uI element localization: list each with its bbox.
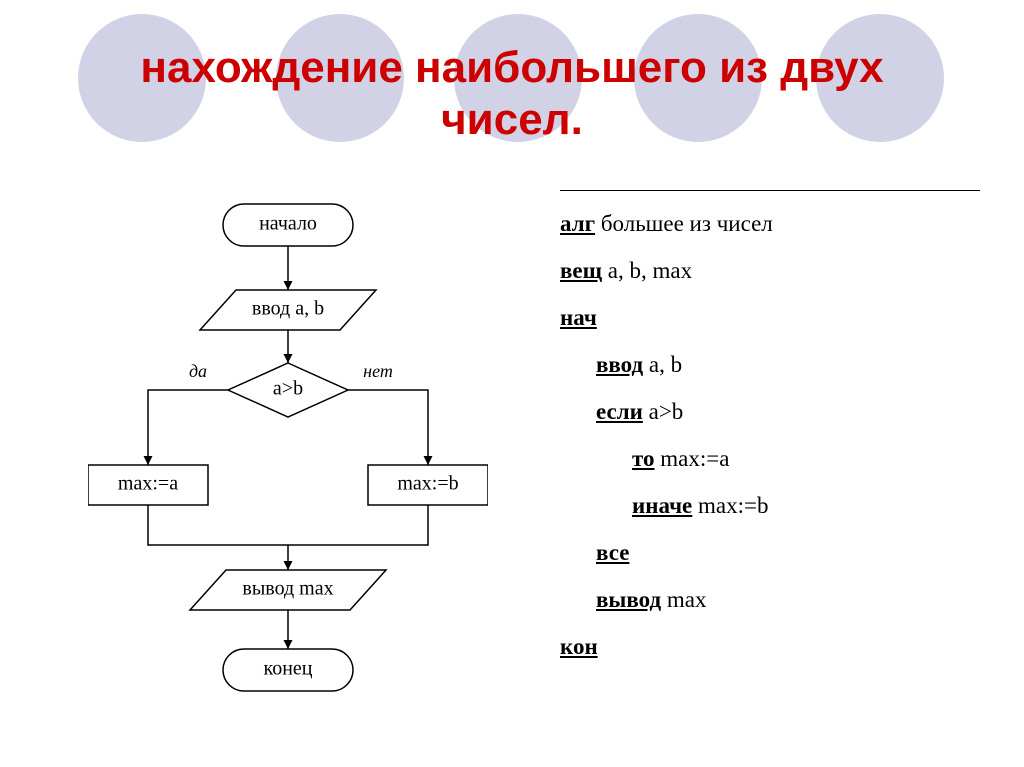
code-text: max:=a bbox=[655, 446, 730, 471]
flow-label: вывод max bbox=[242, 578, 333, 600]
flow-edge bbox=[148, 505, 288, 545]
pseudocode: алг большее из чиселвещ a, b, maxначввод… bbox=[560, 200, 980, 670]
code-text: max:=b bbox=[692, 493, 768, 518]
code-line: ввод a, b bbox=[560, 341, 980, 388]
code-keyword: ввод bbox=[596, 352, 643, 377]
code-keyword: вещ bbox=[560, 258, 602, 283]
flow-label: начало bbox=[259, 213, 317, 235]
code-line: вывод max bbox=[560, 576, 980, 623]
flow-label: ввод a, b bbox=[252, 298, 324, 320]
flow-edge bbox=[148, 390, 228, 465]
code-line: иначе max:=b bbox=[560, 482, 980, 529]
flowchart: начало ввод a, b a>b max:=a max:=b вывод max к… bbox=[88, 195, 488, 715]
flow-label: max:=b bbox=[397, 473, 458, 495]
code-text: max bbox=[661, 587, 706, 612]
code-keyword: то bbox=[632, 446, 655, 471]
page-title: нахождение наибольшего из двух чисел. bbox=[0, 42, 1024, 146]
code-keyword: нач bbox=[560, 305, 597, 330]
flow-label: max:=a bbox=[118, 473, 178, 495]
flow-edge bbox=[348, 390, 428, 465]
code-line: вещ a, b, max bbox=[560, 247, 980, 294]
code-line: нач bbox=[560, 294, 980, 341]
code-keyword: вывод bbox=[596, 587, 661, 612]
code-line: все bbox=[560, 529, 980, 576]
code-text: a>b bbox=[643, 399, 683, 424]
flow-label: нет bbox=[363, 361, 393, 381]
code-line: алг большее из чисел bbox=[560, 200, 980, 247]
code-keyword: иначе bbox=[632, 493, 692, 518]
code-keyword: все bbox=[596, 540, 629, 565]
code-keyword: если bbox=[596, 399, 643, 424]
flow-label: a>b bbox=[273, 378, 303, 400]
code-top-rule bbox=[560, 190, 980, 191]
code-text: a, b bbox=[643, 352, 682, 377]
flow-label: да bbox=[189, 361, 207, 381]
title-line2: чисел. bbox=[0, 94, 1024, 146]
code-line: если a>b bbox=[560, 388, 980, 435]
code-keyword: кон bbox=[560, 634, 598, 659]
flow-label: конец bbox=[264, 658, 313, 680]
title-line1: нахождение наибольшего из двух bbox=[0, 42, 1024, 94]
code-text: a, b, max bbox=[602, 258, 692, 283]
flowchart-svg: начало ввод a, b a>b max:=a max:=b вывод max к… bbox=[88, 195, 488, 715]
code-keyword: алг bbox=[560, 211, 595, 236]
flow-edge bbox=[288, 505, 428, 545]
code-line: то max:=a bbox=[560, 435, 980, 482]
code-text: большее из чисел bbox=[595, 211, 773, 236]
code-line: кон bbox=[560, 623, 980, 670]
